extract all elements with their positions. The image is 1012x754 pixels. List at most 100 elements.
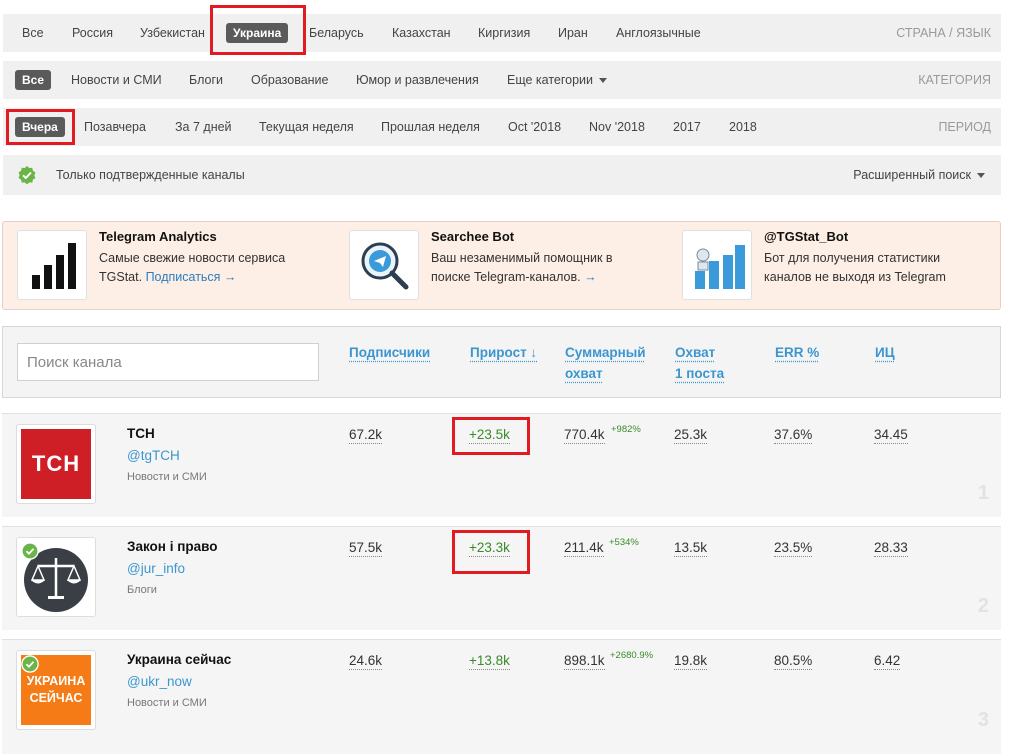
total-reach-change: +982% (611, 424, 641, 435)
rank-number: 2 (977, 595, 989, 617)
category-more-label: Еще категории (507, 73, 594, 87)
channel-name[interactable]: ТСН (127, 426, 155, 441)
column-total-reach[interactable]: Суммарный охват (565, 342, 646, 384)
category-blogs[interactable]: Блоги (189, 73, 223, 87)
period-yesterday-active[interactable]: Вчера (15, 117, 65, 137)
total-reach-change: +534% (609, 537, 639, 548)
avatar-logo-text-line1: УКРАИНА (26, 674, 86, 688)
period-last-week[interactable]: Прошлая неделя (381, 120, 480, 134)
column-err[interactable]: ERR % (775, 345, 820, 360)
err-value: 80.5% (774, 653, 813, 670)
period-oct-2018[interactable]: Oct '2018 (508, 120, 562, 134)
verified-badge-icon (21, 655, 39, 673)
column-total-reach-line1: Суммарный (565, 345, 646, 360)
column-growth[interactable]: Прирост ↓ (470, 345, 538, 360)
scales-of-justice-icon (21, 542, 91, 612)
subscribers-value: 67.2k (349, 427, 383, 444)
highlight-box-growth-2 (452, 530, 530, 574)
promo-text: Самые свежие новости сервиса TGStat. Под… (99, 249, 314, 287)
promo-arrow-link[interactable]: → (584, 270, 597, 284)
total-reach-value: 898.1k (564, 653, 605, 670)
country-english[interactable]: Англоязычные (616, 26, 701, 40)
table-row[interactable]: УКРАИНА СЕЙЧАС Украина сейчас @ukr_now Н… (2, 639, 1001, 754)
channel-handle[interactable]: @jur_info (127, 561, 185, 576)
growth-value: +13.8k (469, 653, 510, 670)
err-value: 23.5% (774, 540, 813, 557)
advanced-search-dropdown[interactable]: Расширенный поиск (853, 155, 985, 195)
channel-handle[interactable]: @ukr_now (127, 674, 192, 689)
category-news[interactable]: Новости и СМИ (71, 73, 162, 87)
promo-searchee-bot[interactable]: Searchee Bot Ваш незаменимый помощник в … (335, 222, 665, 311)
ic-value: 34.45 (874, 427, 908, 444)
channel-name[interactable]: Закон і право (127, 539, 218, 554)
period-2017[interactable]: 2017 (673, 120, 701, 134)
rank-number: 3 (977, 709, 989, 731)
telegram-search-icon (349, 230, 419, 300)
tgstat-bot-icon (682, 230, 752, 300)
chevron-down-icon (977, 173, 985, 179)
category-humor[interactable]: Юмор и развлечения (356, 73, 479, 87)
promo-text: Ваш незаменимый помощник в поиске Telegr… (431, 249, 646, 287)
country-ukraine-active[interactable]: Украина (226, 23, 289, 43)
verified-check-icon[interactable] (17, 165, 37, 185)
post-reach-value: 13.5k (674, 540, 708, 557)
period-filter-bar: Вчера Позавчера За 7 дней Текущая неделя… (3, 108, 1001, 146)
country-bar-label: СТРАНА / ЯЗЫК (896, 26, 991, 40)
subscribe-link[interactable]: Подписаться → (145, 270, 237, 284)
channel-table-header: Подписчики Прирост ↓ Суммарный охват Охв… (2, 326, 1001, 398)
chevron-down-icon (599, 78, 608, 84)
subscribers-value: 24.6k (349, 653, 383, 670)
err-value: 37.6% (774, 427, 813, 444)
promo-telegram-analytics[interactable]: Telegram Analytics Самые свежие новости … (3, 222, 333, 311)
country-filter-bar: Все Россия Узбекистан Украина Беларусь К… (3, 14, 1001, 52)
column-post-reach[interactable]: Охват 1 поста (675, 342, 724, 384)
promo-text: Бот для получения статистики каналов не … (764, 251, 946, 284)
highlight-box-period (6, 109, 75, 145)
table-row[interactable]: ТСН ТСН @tgTCH Новости и СМИ 67.2k +23.5… (2, 413, 1001, 517)
channel-search-input[interactable] (17, 343, 319, 381)
promo-title: Telegram Analytics (99, 229, 217, 244)
table-row[interactable]: Закон і право @jur_info Блоги 57.5k +23.… (2, 526, 1001, 630)
category-all-active[interactable]: Все (15, 70, 52, 90)
period-2018[interactable]: 2018 (729, 120, 757, 134)
avatar-logo-text: ТСН (31, 451, 81, 476)
country-all[interactable]: Все (22, 26, 44, 40)
country-kazakhstan[interactable]: Казахстан (392, 26, 451, 40)
column-post-reach-line1: Охват (675, 345, 716, 360)
country-kyrgyzstan[interactable]: Киргизия (478, 26, 531, 40)
country-russia[interactable]: Россия (72, 26, 113, 40)
avatar[interactable]: ТСН (16, 424, 96, 504)
growth-value: +23.3k (469, 540, 510, 557)
column-ic[interactable]: ИЦ (875, 345, 895, 360)
country-iran[interactable]: Иран (558, 26, 588, 40)
column-subscribers[interactable]: Подписчики (349, 345, 431, 360)
period-bar-label: ПЕРИОД (938, 120, 991, 134)
country-belarus[interactable]: Беларусь (309, 26, 364, 40)
period-day-before[interactable]: Позавчера (84, 120, 146, 134)
bar-chart-icon (17, 230, 87, 300)
growth-value: +23.5k (469, 427, 510, 444)
promo-tgstat-bot[interactable]: @TGStat_Bot Бот для получения статистики… (668, 222, 998, 311)
period-nov-2018[interactable]: Nov '2018 (589, 120, 645, 134)
period-7-days[interactable]: За 7 дней (175, 120, 232, 134)
highlight-box-country (210, 5, 306, 55)
verified-only-label[interactable]: Только подтвержденные каналы (56, 168, 245, 182)
channel-category: Блоги (127, 584, 157, 596)
channel-category: Новости и СМИ (127, 697, 207, 709)
post-reach-value: 19.8k (674, 653, 708, 670)
channel-handle[interactable]: @tgTCH (127, 448, 180, 463)
category-education[interactable]: Образование (251, 73, 329, 87)
category-more-dropdown[interactable]: Еще категории (507, 61, 608, 99)
avatar-logo-text-line2: СЕЙЧАС (29, 691, 83, 705)
rank-number: 1 (977, 482, 989, 504)
advanced-search-label: Расширенный поиск (853, 168, 971, 182)
country-uzbekistan[interactable]: Узбекистан (140, 26, 205, 40)
verified-filter-bar: Только подтвержденные каналы Расширенный… (3, 155, 1001, 195)
ic-value: 6.42 (874, 653, 901, 670)
channel-name[interactable]: Украина сейчас (127, 652, 232, 667)
period-this-week[interactable]: Текущая неделя (259, 120, 354, 134)
avatar[interactable] (16, 537, 96, 617)
avatar[interactable]: УКРАИНА СЕЙЧАС (16, 650, 96, 730)
column-total-reach-line2: охват (565, 366, 603, 381)
total-reach-change: +2680.9% (610, 650, 654, 661)
